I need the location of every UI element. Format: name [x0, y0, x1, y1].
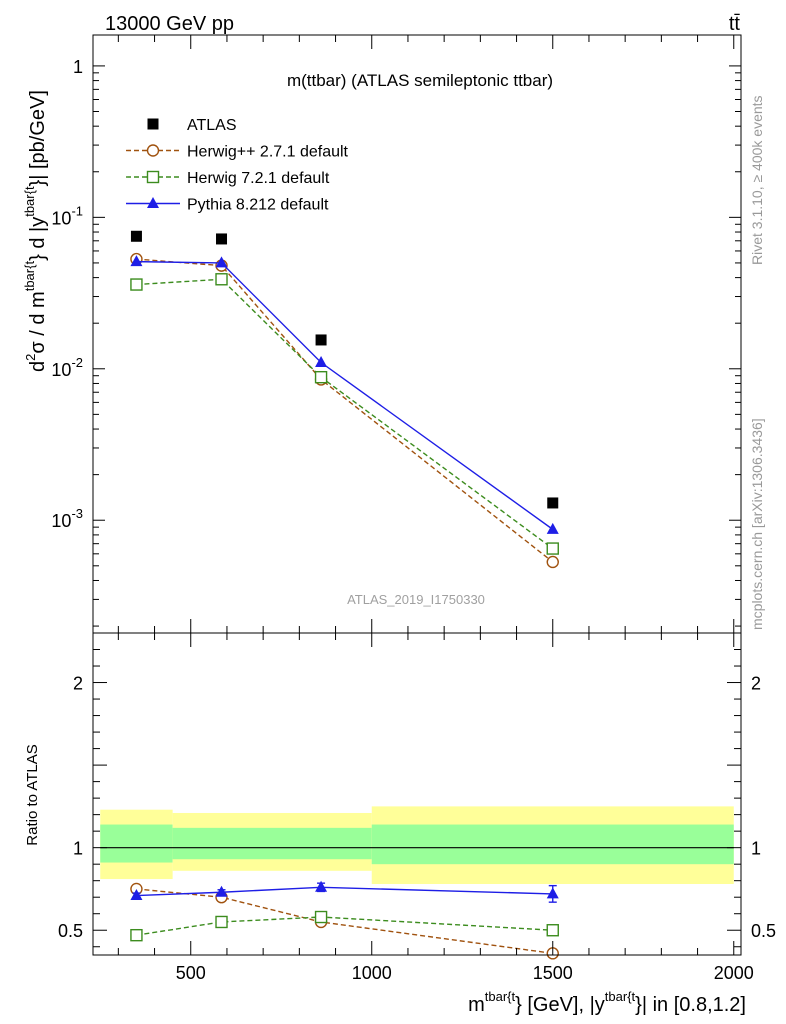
legend-item-pythia: Pythia 8.212 default — [126, 197, 329, 214]
main-point-herwig7 — [130, 278, 143, 291]
x-label-mid: } [GeV], |y — [515, 994, 605, 1016]
main-point-atlas — [130, 230, 142, 242]
legend-item-herwig7: Herwig 7.2.1 default — [126, 170, 330, 187]
ratio-y-tick-label-left: 1 — [73, 839, 83, 859]
main-y-label-mid: } d |y — [27, 217, 49, 261]
ratio-point-pythia — [215, 885, 228, 897]
ratio-series-herwig7 — [130, 910, 559, 942]
ratio-series-pythia — [130, 880, 559, 903]
x-tick-label: 500 — [176, 963, 206, 983]
main-series-atlas — [130, 230, 559, 509]
main-line-pythia — [136, 260, 554, 530]
header-energy-label: 13000 GeV pp — [105, 13, 234, 35]
main-point-herwig7 — [215, 273, 228, 286]
main-y-tick-base: 10 — [51, 208, 71, 228]
main-point-atlas — [315, 334, 327, 346]
legend-label-atlas: ATLAS — [187, 117, 237, 134]
main-series-herwig7 — [130, 273, 559, 555]
main-series-herwig_pp — [130, 252, 559, 569]
ratio-point-herwig7 — [546, 924, 559, 937]
main-y-tick-exp: -3 — [71, 506, 83, 521]
ratio-y-tick-label-right: 0.5 — [751, 921, 776, 941]
legend-label-pythia: Pythia 8.212 default — [187, 197, 329, 214]
legend-item-atlas: ATLAS — [147, 117, 237, 134]
x-label-m: m — [468, 994, 485, 1016]
ratio-y-tick-label-left: 0.5 — [58, 921, 83, 941]
main-y-tick-base: 10 — [51, 360, 71, 380]
x-tick-label: 2000 — [714, 963, 754, 983]
main-y-tick-base: 10 — [51, 511, 71, 531]
main-y-label-tail: }| [pb/GeV] — [27, 90, 49, 186]
main-y-label-sq: 2 — [23, 354, 38, 361]
main-line-herwig7 — [136, 278, 554, 550]
legend-marker-herwig_pp — [146, 144, 160, 157]
main-point-pythia — [315, 356, 328, 368]
ratio-line-herwig7 — [136, 916, 553, 936]
main-y-tick-label: 10-2 — [51, 355, 83, 380]
main-y-tick-exp: -2 — [71, 355, 83, 370]
x-tick-label: 1500 — [533, 963, 573, 983]
legend-marker-atlas — [147, 118, 159, 130]
main-point-atlas — [547, 497, 559, 509]
legend-label-herwig_pp: Herwig++ 2.7.1 default — [187, 144, 349, 161]
ratio-line-herwig_pp — [136, 888, 553, 955]
ratio-panel: 0.5 0.5 1 1 2 2 500 1000 1500 2000 Ratio to ATLAS… — [24, 632, 776, 1016]
ratio-band-inner — [100, 824, 173, 863]
legend-marker-herwig7 — [146, 170, 160, 184]
rivet-version-label: Rivet 3.1.10, ≥ 400k events — [749, 95, 765, 265]
x-label-tail: }| in [0.8,1.2] — [635, 994, 746, 1016]
mcplots-label: mcplots.cern.ch [arXiv:1306.3436] — [749, 418, 765, 630]
ratio-y-axis-label: Ratio to ATLAS — [24, 744, 41, 845]
analysis-watermark: ATLAS_2019_I1750330 — [347, 592, 485, 607]
main-point-pythia — [215, 256, 228, 268]
legend-item-herwig_pp: Herwig++ 2.7.1 default — [126, 144, 349, 161]
x-axis-label: mtbar{t} [GeV], |ytbar{t}| in [0.8,1.2] — [468, 989, 746, 1016]
x-label-sup-b: tbar{t — [605, 989, 636, 1004]
ratio-y-tick-label-right: 1 — [751, 839, 761, 859]
main-series-pythia — [130, 255, 559, 534]
ratio-band-inner — [172, 827, 372, 860]
ratio-line-pythia — [136, 886, 553, 897]
ratio-y-tick-label-left: 2 — [73, 674, 83, 694]
ratio-y-tick-label-right: 2 — [751, 674, 761, 694]
main-y-tick-label: 10-3 — [51, 506, 83, 531]
ratio-point-pythia — [315, 880, 328, 892]
legend: ATLAS Herwig++ 2.7.1 default Herwig 7.2.1 … — [126, 117, 349, 214]
main-line-herwig_pp — [136, 258, 554, 563]
header-process-label: tt̄ — [729, 13, 741, 35]
legend-marker-pythia — [147, 197, 159, 208]
main-point-herwig7 — [314, 370, 328, 384]
ratio-series-herwig_pp — [130, 882, 559, 960]
main-y-tick-exp: -1 — [71, 203, 83, 218]
main-y-label-sup-b: tbar{t — [22, 186, 37, 217]
main-y-label-d: d — [27, 361, 49, 372]
main-point-pythia — [130, 255, 143, 267]
main-plot-title: m(ttbar) (ATLAS semileptonic ttbar) — [287, 71, 553, 90]
ratio-point-pythia — [546, 887, 559, 899]
main-point-herwig_pp — [546, 555, 559, 569]
legend-label-herwig7: Herwig 7.2.1 default — [187, 170, 330, 187]
x-tick-label: 1000 — [352, 963, 392, 983]
main-y-tick-base: 1 — [73, 57, 83, 77]
main-y-tick-label: 1 — [73, 57, 83, 77]
ratio-band-inner — [371, 824, 734, 865]
ratio-point-pythia — [130, 889, 143, 901]
main-y-label-sup-a: tbar{t — [22, 261, 37, 292]
main-y-tick-label: 10-1 — [51, 203, 83, 228]
main-y-label-sigma: σ / d m — [27, 291, 49, 353]
ratio-point-herwig7 — [314, 910, 328, 924]
main-point-atlas — [216, 233, 228, 245]
ratio-point-herwig7 — [215, 915, 228, 929]
ratio-plot-frame — [92, 632, 742, 956]
ratio-point-herwig7 — [130, 928, 143, 942]
main-y-axis-label: d2σ / d mtbar{t} d |ytbar{t}| [pb/GeV] — [22, 90, 49, 372]
main-panel: 110-110-210-3 m(ttbar) (ATLAS semilepton… — [22, 34, 742, 634]
main-point-pythia — [546, 522, 559, 534]
main-point-herwig7 — [546, 542, 559, 555]
x-label-sup-a: tbar{t — [485, 989, 516, 1004]
